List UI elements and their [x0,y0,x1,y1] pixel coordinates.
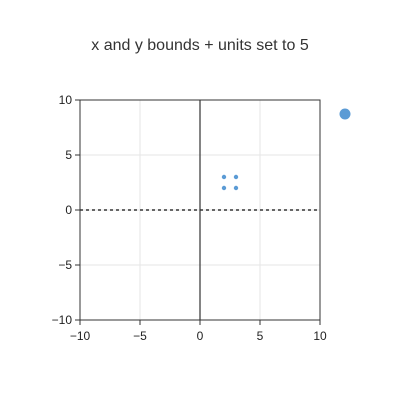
data-point [221,174,227,180]
data-point [221,185,227,191]
x-tick-labels: −10 −5 0 5 10 [70,329,327,343]
extra-marks [339,108,351,120]
outside-point [339,108,351,120]
axes [75,99,321,325]
y-tick-label: 10 [59,93,73,107]
x-tick-label: −10 [70,329,91,343]
x-tick-label: 10 [313,329,327,343]
x-tick-label: 5 [257,329,264,343]
x-tick-label: 0 [197,329,204,343]
data-points [221,174,239,191]
y-tick-label: −10 [52,313,73,327]
y-tick-labels: −10 −5 0 5 10 [52,93,73,327]
data-point [233,174,239,180]
data-point [233,185,239,191]
chart-title: x and y bounds + units set to 5 [91,37,309,54]
y-tick-label: 0 [65,203,72,217]
y-tick-label: −5 [58,258,72,272]
y-tick-label: 5 [65,148,72,162]
x-tick-label: −5 [133,329,147,343]
